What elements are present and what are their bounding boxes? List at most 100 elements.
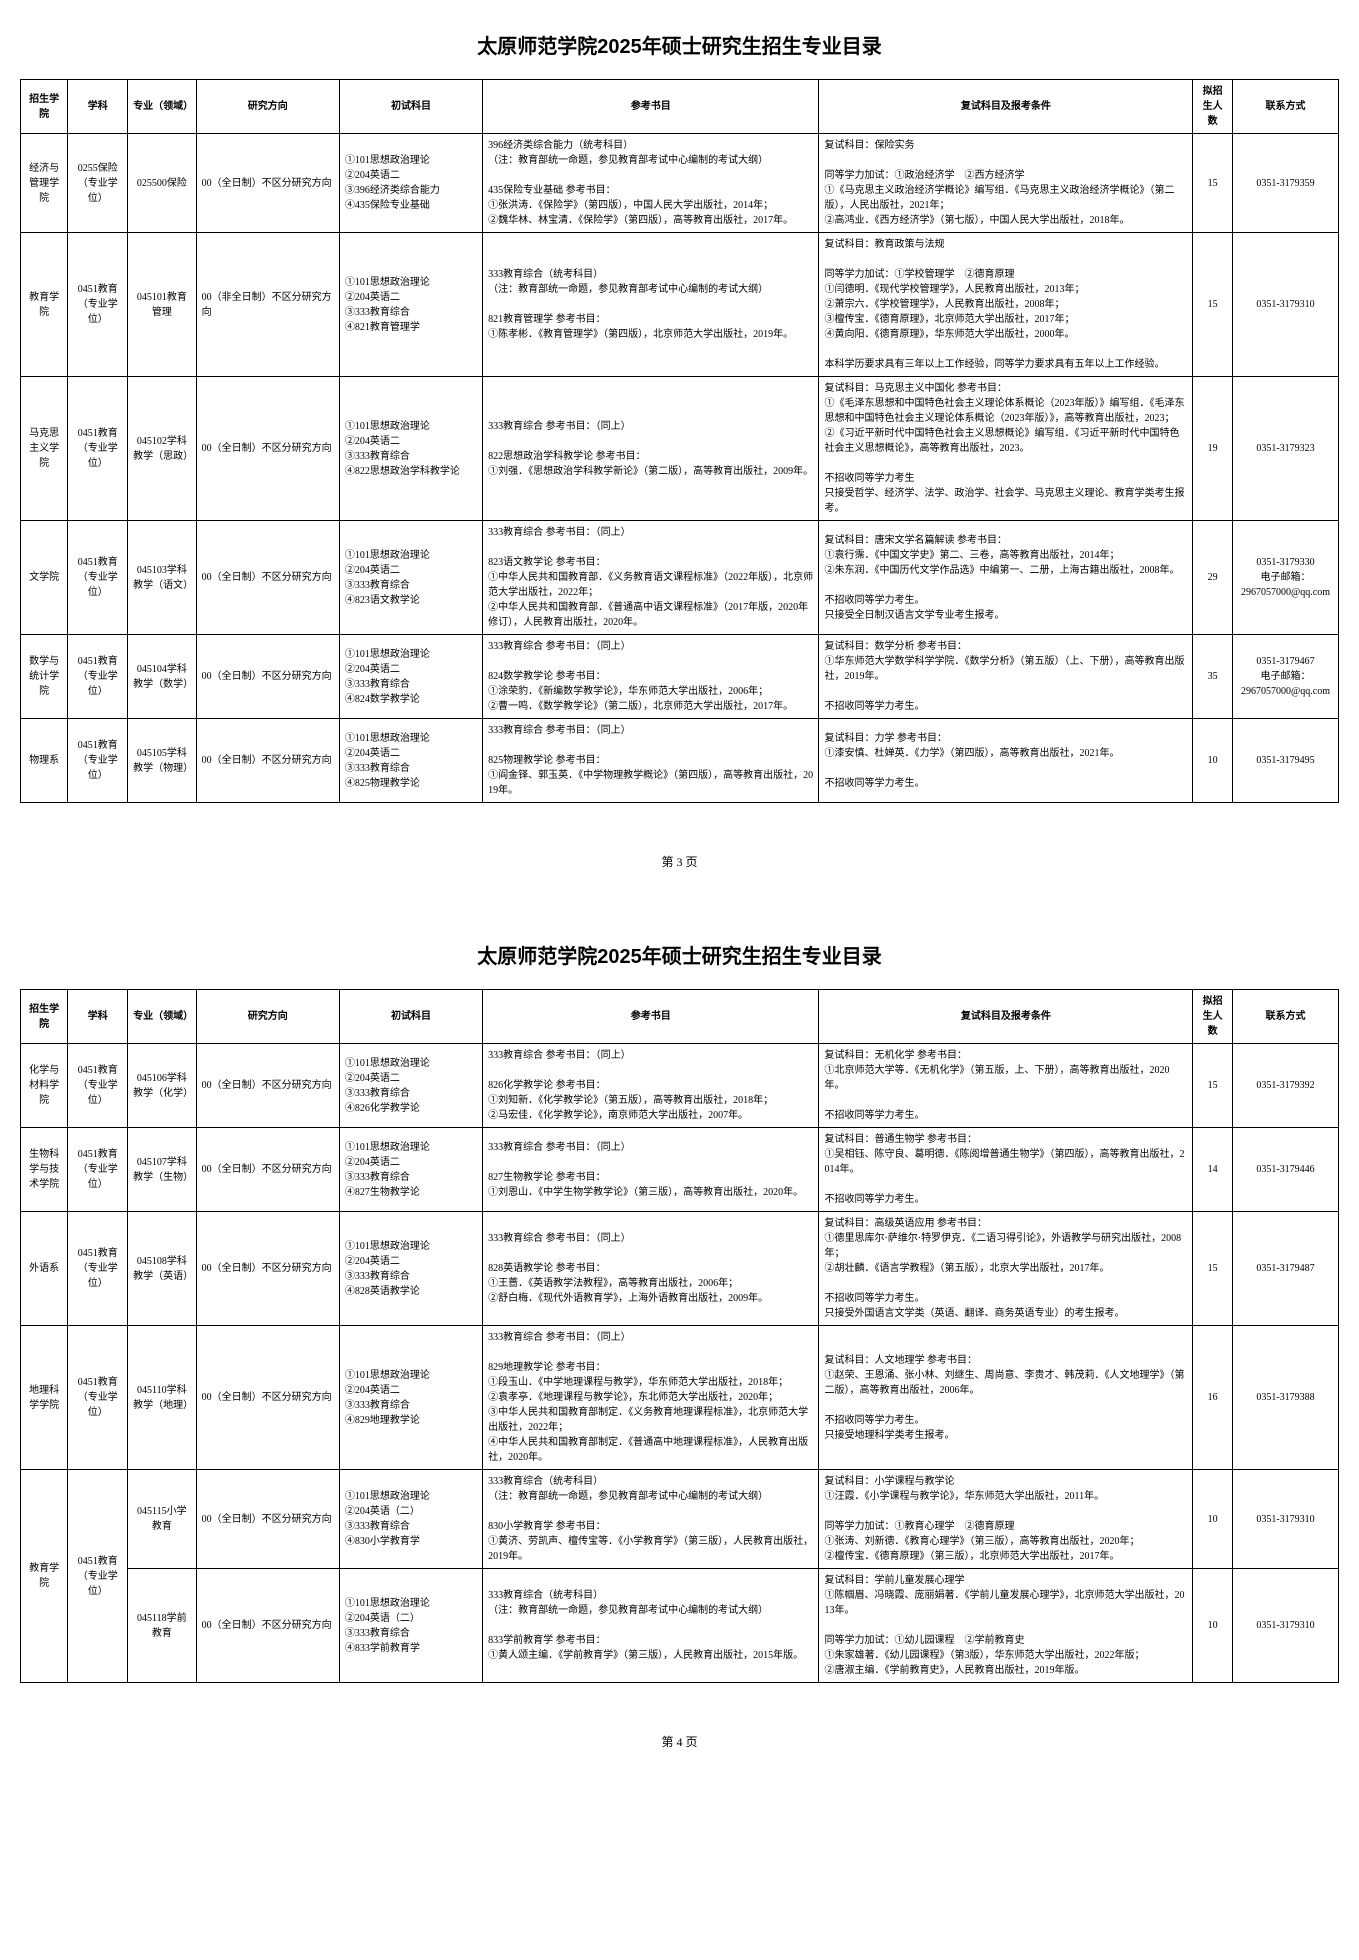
cell-ref: 333教育综合 参考书目：（同上）822思想政治学科教学论 参考书目：①刘强．《…: [483, 377, 819, 521]
cell-num: 16: [1193, 1326, 1233, 1470]
cell-direction: 00（全日制）不区分研究方向: [196, 377, 339, 521]
cell-contact: 0351-3179330电子邮箱：2967057000@qq.com: [1233, 521, 1339, 635]
cell-retest: 复试科目：唐宋文学名篇解读 参考书目：①袁行霈．《中国文学史》第二、三卷，高等教…: [819, 521, 1193, 635]
cell-subject: 0451教育（专业学位）: [68, 1044, 128, 1128]
cell-major: 045115小学教育: [128, 1470, 197, 1569]
cell-retest: 复试科目：无机化学 参考书目：①北京师范大学等．《无机化学》（第五版，上、下册）…: [819, 1044, 1193, 1128]
cell-retest: 复试科目：力学 参考书目：①漆安慎、杜婵英．《力学》（第四版），高等教育出版社，…: [819, 719, 1193, 803]
cell-init: ①101思想政治理论②204英语二③333教育综合④828英语教学论: [339, 1212, 482, 1326]
cell-major: 045102学科教学（思政）: [128, 377, 197, 521]
th-num: 拟招生人数: [1193, 80, 1233, 134]
th-init: 初试科目: [339, 80, 482, 134]
th-major: 专业（领域）: [128, 990, 197, 1044]
cell-num: 15: [1193, 134, 1233, 233]
cell-contact: 0351-3179310: [1233, 233, 1339, 377]
cell-direction: 00（全日制）不区分研究方向: [196, 1212, 339, 1326]
cell-contact: 0351-3179310: [1233, 1470, 1339, 1569]
cell-num: 15: [1193, 1044, 1233, 1128]
cell-direction: 00（全日制）不区分研究方向: [196, 134, 339, 233]
cell-direction: 00（全日制）不区分研究方向: [196, 1044, 339, 1128]
cell-retest: 复试科目：小学课程与教学论①汪霞．《小学课程与教学论》，华东师范大学出版社，20…: [819, 1470, 1193, 1569]
cell-subject: 0451教育（专业学位）: [68, 521, 128, 635]
cell-init: ①101思想政治理论②204英语二③333教育综合④822思想政治学科教学论: [339, 377, 482, 521]
cell-init: ①101思想政治理论②204英语二③333教育综合④826化学教学论: [339, 1044, 482, 1128]
cell-major: 045104学科教学（数学）: [128, 635, 197, 719]
cell-major: 045106学科教学（化学）: [128, 1044, 197, 1128]
cell-direction: 00（全日制）不区分研究方向: [196, 1128, 339, 1212]
cell-major: 025500保险: [128, 134, 197, 233]
cell-ref: 333教育综合 参考书目：（同上）824数学教学论 参考书目：①涂荣豹．《新编数…: [483, 635, 819, 719]
cell-contact: 0351-3179310: [1233, 1569, 1339, 1683]
cell-ref: 396经济类综合能力（统考科目）（注：教育部统一命题，参见教育部考试中心编制的考…: [483, 134, 819, 233]
cell-init: ①101思想政治理论②204英语二③333教育综合④825物理教学论: [339, 719, 482, 803]
cell-contact: 0351-3179467电子邮箱：2967057000@qq.com: [1233, 635, 1339, 719]
cell-direction: 00（全日制）不区分研究方向: [196, 1326, 339, 1470]
cell-school: 外语系: [21, 1212, 68, 1326]
cell-contact: 0351-3179446: [1233, 1128, 1339, 1212]
cell-subject: 0451教育（专业学位）: [68, 1470, 128, 1683]
cell-major: 045105学科教学（物理）: [128, 719, 197, 803]
cell-direction: 00（全日制）不区分研究方向: [196, 1569, 339, 1683]
cell-retest: 复试科目：普通生物学 参考书目：①吴相钰、陈守良、葛明德．《陈阅增普通生物学》（…: [819, 1128, 1193, 1212]
page-title: 太原师范学院2025年硕士研究生招生专业目录: [20, 30, 1339, 59]
page-3: 太原师范学院2025年硕士研究生招生专业目录 招生学院 学科 专业（领域） 研究…: [0, 0, 1359, 910]
cell-ref: 333教育综合 参考书目：（同上）828英语教学论 参考书目：①王蔷．《英语教学…: [483, 1212, 819, 1326]
cell-num: 15: [1193, 1212, 1233, 1326]
cell-subject: 0451教育（专业学位）: [68, 377, 128, 521]
cell-retest: 复试科目：保险实务同等学力加试：①政治经济学 ②西方经济学①《马克思主义政治经济…: [819, 134, 1193, 233]
cell-school: 地理科学学院: [21, 1326, 68, 1470]
cell-ref: 333教育综合 参考书目：（同上）826化学教学论 参考书目：①刘知新．《化学教…: [483, 1044, 819, 1128]
th-ref: 参考书目: [483, 990, 819, 1044]
page-number: 第 3 页: [20, 853, 1339, 870]
cell-major: 045103学科教学（语文）: [128, 521, 197, 635]
cell-init: ①101思想政治理论②204英语二③333教育综合④823语文教学论: [339, 521, 482, 635]
cell-retest: 复试科目：高级英语应用 参考书目：①德里思库尔·萨维尔·特罗伊克．《二语习得引论…: [819, 1212, 1193, 1326]
table-row: 经济与管理学院0255保险（专业学位）025500保险00（全日制）不区分研究方…: [21, 134, 1339, 233]
cell-school: 经济与管理学院: [21, 134, 68, 233]
cell-major: 045108学科教学（英语）: [128, 1212, 197, 1326]
cell-contact: 0351-3179323: [1233, 377, 1339, 521]
table-row: 数学与统计学院0451教育（专业学位）045104学科教学（数学）00（全日制）…: [21, 635, 1339, 719]
th-contact: 联系方式: [1233, 990, 1339, 1044]
cell-num: 10: [1193, 1569, 1233, 1683]
cell-num: 10: [1193, 719, 1233, 803]
cell-contact: 0351-3179487: [1233, 1212, 1339, 1326]
th-direction: 研究方向: [196, 990, 339, 1044]
table-row: 化学与材料学院0451教育（专业学位）045106学科教学（化学）00（全日制）…: [21, 1044, 1339, 1128]
cell-contact: 0351-3179388: [1233, 1326, 1339, 1470]
cell-init: ①101思想政治理论②204英语（二）③333教育综合④833学前教育学: [339, 1569, 482, 1683]
cell-ref: 333教育综合（统考科目）（注：教育部统一命题，参见教育部考试中心编制的考试大纲…: [483, 233, 819, 377]
cell-retest: 复试科目：人文地理学 参考书目：①赵荣、王恩涌、张小林、刘继生、周尚意、李贵才、…: [819, 1326, 1193, 1470]
th-retest: 复试科目及报考条件: [819, 80, 1193, 134]
cell-school: 教育学院: [21, 1470, 68, 1683]
cell-ref: 333教育综合（统考科目）（注：教育部统一命题，参见教育部考试中心编制的考试大纲…: [483, 1569, 819, 1683]
cell-school: 马克思主义学院: [21, 377, 68, 521]
cell-num: 35: [1193, 635, 1233, 719]
cell-subject: 0451教育（专业学位）: [68, 635, 128, 719]
cell-major: 045107学科教学（生物）: [128, 1128, 197, 1212]
th-major: 专业（领域）: [128, 80, 197, 134]
cell-num: 10: [1193, 1470, 1233, 1569]
cell-major: 045110学科教学（地理）: [128, 1326, 197, 1470]
page-title: 太原师范学院2025年硕士研究生招生专业目录: [20, 940, 1339, 969]
cell-ref: 333教育综合 参考书目：（同上）823语文教学论 参考书目：①中华人民共和国教…: [483, 521, 819, 635]
page-4: 太原师范学院2025年硕士研究生招生专业目录 招生学院 学科 专业（领域） 研究…: [0, 910, 1359, 1790]
table-row: 物理系0451教育（专业学位）045105学科教学（物理）00（全日制）不区分研…: [21, 719, 1339, 803]
th-contact: 联系方式: [1233, 80, 1339, 134]
cell-ref: 333教育综合 参考书目：（同上）829地理教学论 参考书目：①段玉山．《中学地…: [483, 1326, 819, 1470]
table-row: 教育学院0451教育（专业学位）045115小学教育00（全日制）不区分研究方向…: [21, 1470, 1339, 1569]
cell-contact: 0351-3179359: [1233, 134, 1339, 233]
cell-direction: 00（全日制）不区分研究方向: [196, 635, 339, 719]
cell-subject: 0255保险（专业学位）: [68, 134, 128, 233]
cell-ref: 333教育综合 参考书目：（同上）825物理教学论 参考书目：①阎金铎、郭玉英．…: [483, 719, 819, 803]
page-number: 第 4 页: [20, 1733, 1339, 1750]
table-row: 地理科学学院0451教育（专业学位）045110学科教学（地理）00（全日制）不…: [21, 1326, 1339, 1470]
cell-direction: 00（非全日制）不区分研究方向: [196, 233, 339, 377]
cell-subject: 0451教育（专业学位）: [68, 1212, 128, 1326]
th-init: 初试科目: [339, 990, 482, 1044]
cell-num: 29: [1193, 521, 1233, 635]
cell-num: 14: [1193, 1128, 1233, 1212]
cell-num: 19: [1193, 377, 1233, 521]
cell-school: 文学院: [21, 521, 68, 635]
cell-retest: 复试科目：数学分析 参考书目：①华东师范大学数学科学学院．《数学分析》（第五版）…: [819, 635, 1193, 719]
